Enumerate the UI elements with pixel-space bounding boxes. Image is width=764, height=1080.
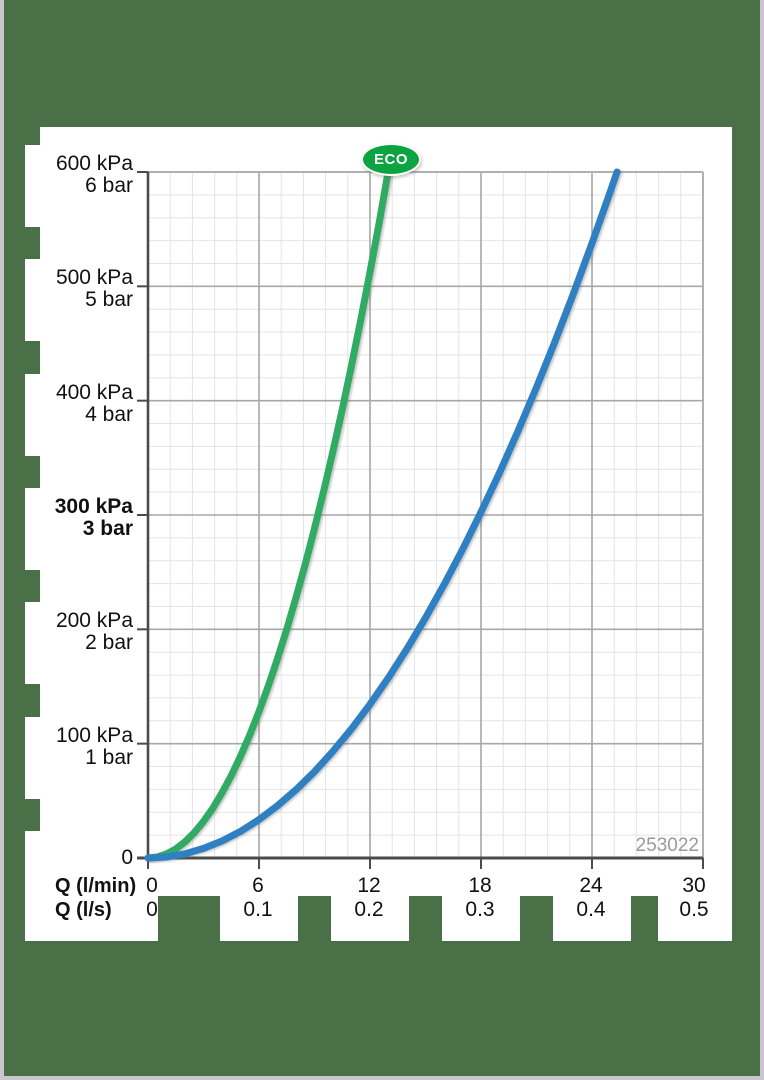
y-axis-label-bar: 3 bar — [82, 517, 133, 540]
edge-strip-bottom — [0, 1076, 764, 1080]
standard-curve — [144, 168, 621, 862]
y-axis-zero-label: 0 — [121, 846, 133, 869]
edge-strip-left — [0, 0, 4, 1080]
chart-panel — [40, 127, 732, 896]
eco-badge-label: ECO — [373, 151, 408, 168]
x-axis-label-tab — [331, 895, 409, 941]
watermark-id: 253022 — [635, 835, 699, 856]
edge-strip-right — [760, 0, 764, 1080]
y-axis-label-bar: 2 bar — [85, 631, 133, 655]
y-axis-label-bar: 4 bar — [85, 402, 133, 426]
x-axis-label-tab — [220, 895, 298, 941]
y-axis-label-bar: 1 bar — [85, 745, 133, 769]
y-axis-label-bar: 6 bar — [85, 174, 133, 197]
x-axis-tick-label-lmin: 24 — [579, 874, 603, 897]
x-axis-tick-label-ls: 0.5 — [679, 898, 709, 921]
x-axis-label-tab — [553, 895, 631, 941]
y-axis-label-kpa: 300 kPa — [54, 495, 133, 518]
eco-curve — [144, 168, 392, 862]
x-axis-tick-label-ls: 0.1 — [243, 898, 273, 921]
bottom-left-label-tab — [25, 831, 158, 941]
x-axis-tick-label-lmin: 18 — [468, 874, 492, 897]
y-axis-label-kpa: 600 kPa — [55, 152, 133, 175]
x-axis-unit-label-ls: Q (l/s) — [55, 899, 112, 921]
y-axis-label-kpa: 400 kPa — [55, 380, 133, 404]
x-axis-tick-label-lmin: 0 — [146, 874, 158, 897]
y-axis-label-tab — [25, 488, 45, 570]
x-axis-tick-label-ls: 0.3 — [465, 898, 495, 921]
y-axis-label-tab — [25, 145, 45, 227]
x-axis-label-tab — [442, 895, 520, 941]
y-axis-label-bar: 5 bar — [85, 288, 133, 312]
x-axis-tick-label-ls: 0 — [146, 898, 158, 921]
y-axis-label-kpa: 500 kPa — [55, 266, 133, 290]
y-axis-label-tab — [25, 259, 45, 342]
y-axis-label-tab — [25, 716, 45, 799]
y-axis-label-kpa: 100 kPa — [55, 723, 133, 747]
x-axis-label-tab — [658, 895, 732, 941]
x-axis-tick-label-ls: 0.4 — [576, 898, 606, 921]
x-axis-tick-label-ls: 0.2 — [354, 898, 384, 921]
y-axis-label-tab — [25, 373, 45, 456]
x-axis-tick-label-lmin: 12 — [357, 874, 381, 897]
x-axis-tick-label-lmin: 30 — [682, 874, 706, 897]
y-axis-label-kpa: 200 kPa — [55, 609, 133, 633]
x-axis-tick-label-lmin: 6 — [252, 874, 264, 897]
eco-badge: ECO — [361, 143, 421, 176]
y-axis-label-tab — [25, 602, 45, 685]
x-axis-unit-label-lmin: Q (l/min) — [55, 875, 137, 897]
